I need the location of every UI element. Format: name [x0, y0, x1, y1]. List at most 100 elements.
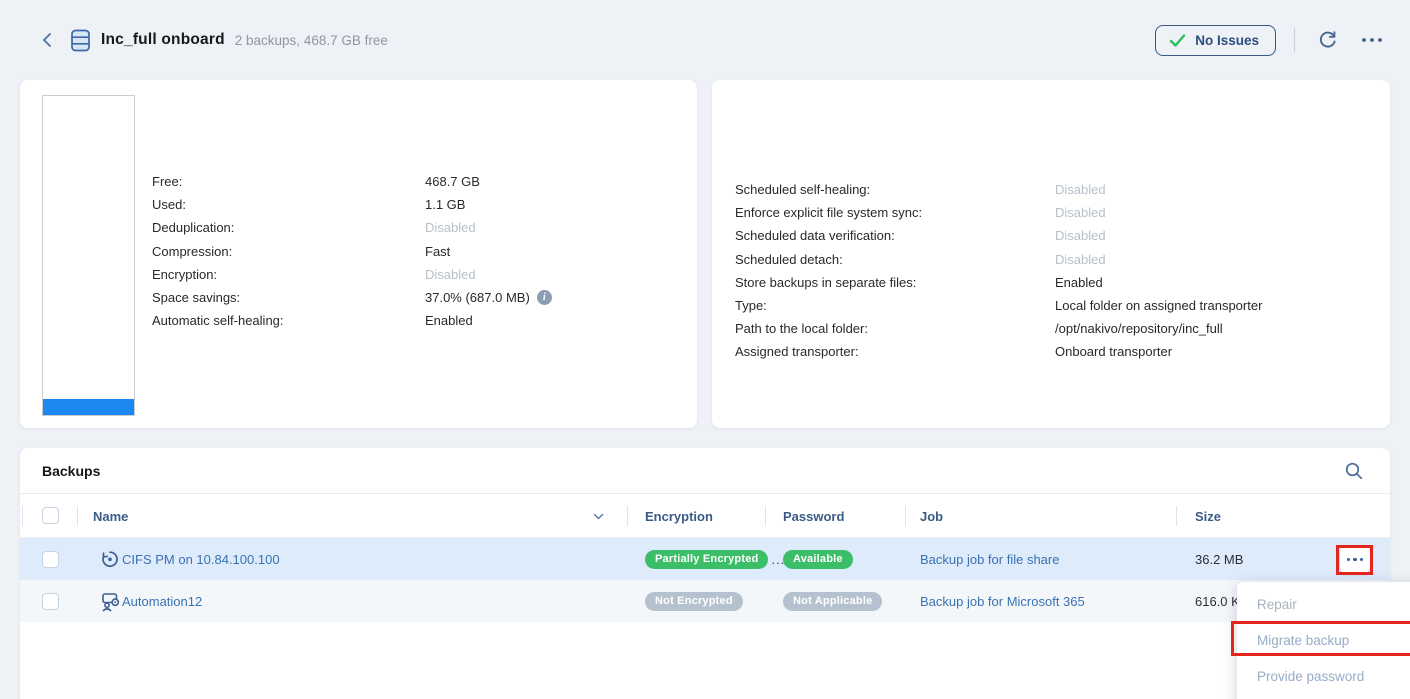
backups-card: Backups Name Encryption — [20, 448, 1390, 699]
info-icon[interactable]: i — [536, 290, 552, 306]
stat-label: Enforce explicit file system sync: — [735, 205, 923, 221]
stat-label: Deduplication: — [152, 220, 235, 236]
backup-name-link[interactable]: Automation12 — [122, 593, 203, 609]
stat-value: Disabled — [1055, 228, 1106, 244]
column-divider — [627, 506, 628, 526]
stat-label: Store backups in separate files: — [735, 274, 917, 290]
row-checkbox[interactable] — [42, 550, 59, 568]
search-button[interactable] — [1340, 457, 1368, 485]
column-divider — [765, 506, 766, 526]
sort-chevron[interactable] — [593, 494, 604, 538]
password-cell: Available — [783, 538, 853, 580]
stat-row-encryption: Encryption: Disabled — [152, 263, 697, 286]
back-button[interactable] — [36, 29, 58, 51]
stat-value: Disabled — [1055, 182, 1106, 198]
page-subtitle: 2 backups, 468.7 GB free — [234, 32, 388, 48]
stat-row-data-verification: Scheduled data verification: Disabled — [735, 224, 1390, 247]
stat-value: Enabled — [425, 313, 473, 329]
storage-summary-card: Free: 468.7 GB Used: 1.1 GB Deduplicatio… — [20, 80, 697, 428]
stat-row-assigned-transporter: Assigned transporter: Onboard transporte… — [735, 340, 1390, 363]
row-checkbox[interactable] — [42, 592, 59, 610]
stat-row-path: Path to the local folder: /opt/nakivo/re… — [735, 317, 1390, 340]
stat-value: Disabled — [425, 266, 476, 282]
stat-value: Disabled — [1055, 205, 1106, 221]
table-row[interactable]: Automation12 Not Encrypted Not Applicabl… — [20, 580, 1390, 622]
backup-type-file-share-icon — [100, 538, 120, 580]
column-header-job[interactable]: Job — [920, 508, 944, 524]
usage-bar — [42, 95, 135, 416]
stat-row-space-savings: Space savings: 37.0% (687.0 MB) i — [152, 286, 697, 309]
stat-label: Path to the local folder: — [735, 321, 868, 337]
ellipsis-dot — [1353, 557, 1357, 562]
stat-value: Local folder on assigned transporter — [1055, 298, 1263, 314]
stat-row-scheduled-detach: Scheduled detach: Disabled — [735, 248, 1390, 271]
stat-label: Compression: — [152, 243, 233, 259]
refresh-button[interactable] — [1313, 26, 1342, 55]
size-value: 616.0 KB — [1195, 593, 1249, 609]
repository-icon — [70, 28, 91, 53]
encryption-cell: Not Encrypted — [645, 580, 743, 622]
storage-stats: Free: 468.7 GB Used: 1.1 GB Deduplicatio… — [152, 170, 697, 332]
stat-value: Onboard transporter — [1055, 344, 1173, 360]
column-header-password[interactable]: Password — [783, 508, 845, 524]
page-title: Inc_full onboard — [101, 31, 225, 48]
truncation-ellipsis: ... — [771, 551, 786, 567]
usage-bar-fill — [43, 399, 134, 415]
encryption-badge: Not Encrypted — [645, 591, 743, 611]
stat-row-type: Type: Local folder on assigned transport… — [735, 294, 1390, 317]
password-badge: Available — [783, 549, 853, 569]
backups-title: Backups — [42, 462, 101, 479]
stat-label: Used: — [152, 197, 186, 213]
size-value: 36.2 MB — [1195, 551, 1244, 567]
stat-value: Enabled — [1055, 274, 1103, 290]
stat-row-separate-files: Store backups in separate files: Enabled — [735, 271, 1390, 294]
stat-row-used: Used: 1.1 GB — [152, 193, 697, 216]
encryption-badge: Partially Encrypted — [645, 549, 769, 569]
more-actions-button[interactable] — [1356, 32, 1388, 48]
column-header-encryption[interactable]: Encryption — [645, 508, 713, 524]
chevron-down-icon — [593, 513, 604, 519]
ellipsis-dot — [1346, 557, 1351, 562]
page-header: Inc_full onboard 2 backups, 468.7 GB fre… — [36, 0, 388, 80]
refresh-icon — [1319, 30, 1336, 48]
column-divider — [905, 506, 906, 526]
column-header-size[interactable]: Size — [1195, 508, 1222, 524]
row-checkbox-cell — [42, 538, 59, 580]
stat-row-compression: Compression: Fast — [152, 240, 697, 263]
stat-row-file-system-sync: Enforce explicit file system sync: Disab… — [735, 201, 1390, 224]
password-badge: Not Applicable — [783, 591, 883, 611]
stat-value: /opt/nakivo/repository/inc_full — [1055, 321, 1223, 337]
menu-item-provide-password[interactable]: Provide password — [1257, 669, 1365, 684]
header-actions: No Issues — [1155, 0, 1388, 80]
stat-label: Automatic self-healing: — [152, 313, 284, 329]
stat-label: Assigned transporter: — [735, 344, 859, 360]
stat-value: 37.0% (687.0 MB) — [425, 290, 530, 306]
backup-name-link[interactable]: CIFS PM on 10.84.100.100 — [122, 551, 280, 567]
stat-value: 1.1 GB — [425, 197, 466, 213]
menu-item-migrate-backup[interactable]: Migrate backup — [1257, 633, 1350, 648]
chevron-left-icon — [43, 33, 51, 47]
select-all-cell — [42, 494, 59, 536]
backups-table-header: Name Encryption Password Job Size — [20, 494, 1390, 538]
job-link[interactable]: Backup job for file share — [920, 551, 1060, 567]
job-link[interactable]: Backup job for Microsoft 365 — [920, 593, 1085, 609]
stat-value: Disabled — [425, 220, 476, 236]
table-row[interactable]: CIFS PM on 10.84.100.100 Partially Encry… — [20, 538, 1390, 580]
stat-label: Type: — [735, 298, 767, 314]
row-context-menu: Repair Migrate backup Provide password — [1237, 582, 1410, 699]
menu-item-repair[interactable]: Repair — [1257, 597, 1297, 612]
ellipsis-icon — [1362, 38, 1382, 42]
stat-row-deduplication: Deduplication: Disabled — [152, 216, 697, 239]
stat-value: 468.7 GB — [425, 174, 480, 190]
row-actions-button[interactable] — [1340, 546, 1370, 573]
no-issues-button[interactable]: No Issues — [1155, 24, 1276, 56]
column-divider — [77, 506, 78, 526]
settings-stats: Scheduled self-healing: Disabled Enforce… — [735, 178, 1390, 364]
no-issues-label: No Issues — [1195, 32, 1259, 48]
select-all-checkbox[interactable] — [42, 507, 59, 524]
column-divider — [22, 506, 23, 526]
stat-label: Encryption: — [152, 266, 218, 282]
stat-label: Free: — [152, 174, 183, 190]
column-header-name[interactable]: Name — [93, 508, 129, 524]
